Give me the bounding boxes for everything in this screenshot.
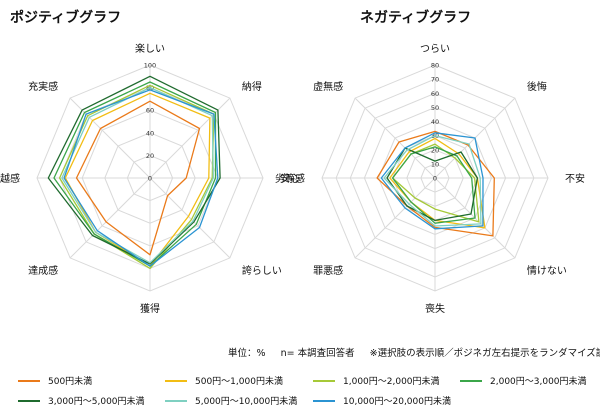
positive-tick-label: 100 — [144, 62, 156, 70]
legend-item: 3,000円〜5,000円未満 — [18, 394, 145, 407]
legend-swatch — [165, 399, 187, 402]
legend-label: 10,000円〜20,000円未満 — [343, 397, 451, 407]
negative-category-label: 罪悪感 — [313, 264, 343, 277]
positive-category-label: 誇らしい — [242, 264, 282, 277]
legend-label: 500円〜1,000円未満 — [195, 377, 283, 387]
negative-tick-label: 50 — [431, 104, 439, 112]
positive-chart-title: ポジティブグラフ — [10, 10, 122, 26]
legend-item: 10,000円〜20,000円未満 — [313, 394, 451, 407]
positive-category-label: 獲得 — [140, 302, 160, 315]
positive-category-label: 優越感 — [0, 172, 20, 185]
legend-swatch — [18, 379, 40, 382]
chart-note: 単位：% n= 本調査回答者 ※選択肢の表示順／ポジネガ左右提示をランダマイズ設… — [228, 345, 600, 359]
positive-category-label: 納得 — [242, 80, 262, 93]
positive-category-label: 充実感 — [28, 80, 58, 93]
negative-tick-label: 70 — [431, 76, 439, 84]
positive-spoke — [69, 177, 151, 259]
legend-swatch — [165, 379, 187, 382]
positive-tick-label: 60 — [146, 107, 154, 115]
legend-item: 1,000円〜2,000円未満 — [313, 374, 440, 387]
legend-item: 5,000円〜10,000円未満 — [165, 394, 297, 407]
positive-tick-label: 40 — [146, 129, 154, 137]
negative-category-label: 虚無感 — [313, 80, 343, 93]
legend-label: 3,000円〜5,000円未満 — [48, 397, 145, 407]
legend-swatch — [460, 379, 482, 382]
positive-series-line — [47, 75, 221, 265]
respondents-note: n= 本調査回答者 — [280, 348, 355, 359]
randomize-note: ※選択肢の表示順／ポジネガ左右提示をランダマイズ設定 — [369, 348, 600, 359]
positive-series-line — [63, 89, 219, 267]
negative-tick-label: 60 — [431, 90, 439, 98]
positive-category-label: 楽しい — [135, 42, 165, 55]
negative-category-label: 喪失 — [425, 302, 445, 315]
positive-spoke — [149, 97, 231, 179]
legend-swatch — [313, 379, 335, 382]
positive-radar-chart: 020406080100楽しい納得安心誇らしい獲得達成感優越感充実感 — [0, 42, 300, 315]
negative-spoke — [354, 177, 436, 259]
negative-chart-title: ネガティブグラフ — [360, 10, 472, 26]
negative-category-label: 不安 — [565, 172, 585, 185]
legend-item: 500円未満 — [18, 374, 92, 387]
positive-spoke — [69, 97, 151, 179]
negative-tick-label: 0 — [433, 175, 437, 183]
negative-category-label: つらい — [420, 43, 450, 55]
negative-tick-label: 10 — [431, 160, 439, 168]
negative-series-line — [391, 146, 476, 224]
negative-category-label: 劣等感 — [275, 172, 305, 185]
legend-item: 2,000円〜3,000円未満 — [460, 374, 587, 387]
negative-category-label: 情けない — [527, 264, 567, 277]
negative-series-line — [386, 147, 479, 222]
legend-label: 2,000円〜3,000円未満 — [490, 377, 587, 387]
legend-label: 500円未満 — [48, 377, 93, 387]
positive-tick-label: 20 — [146, 152, 154, 160]
negative-spoke — [354, 97, 436, 179]
legend-swatch — [313, 399, 335, 402]
unit-note: 単位：% — [228, 348, 266, 359]
positive-series-line — [75, 100, 201, 256]
negative-tick-label: 40 — [431, 118, 439, 126]
positive-series-line — [61, 86, 214, 264]
negative-tick-label: 20 — [431, 146, 439, 154]
negative-tick-label: 80 — [431, 62, 439, 70]
negative-category-label: 後悔 — [527, 80, 547, 93]
legend-label: 5,000円〜10,000円未満 — [195, 397, 298, 407]
positive-tick-label: 0 — [148, 175, 152, 183]
negative-series-line — [383, 134, 482, 227]
legend-item: 500円〜1,000円未満 — [165, 374, 283, 387]
legend-swatch — [18, 399, 40, 402]
positive-spoke — [149, 177, 231, 259]
legend: 500円未満 500円〜1,000円未満 1,000円〜2,000円未満 2,000円… — [0, 372, 600, 412]
positive-category-label: 安心 — [280, 172, 300, 185]
negative-series-line — [380, 132, 484, 230]
positive-category-label: 達成感 — [28, 264, 58, 277]
negative-series-line — [376, 130, 495, 237]
legend-label: 1,000円〜2,000円未満 — [343, 377, 440, 387]
